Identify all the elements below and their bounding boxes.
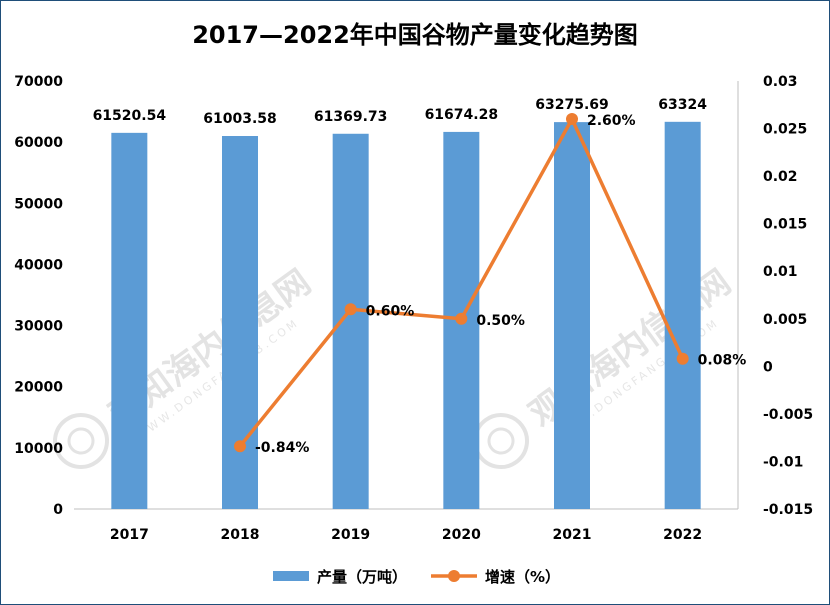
bar-data-label: 61003.58 (203, 111, 277, 127)
watermark-logo-icon-inner (487, 427, 515, 455)
bar-data-label: 61369.73 (314, 109, 388, 125)
line-data-label: 0.50% (476, 313, 525, 329)
y-right-tick-label: 0.015 (763, 217, 807, 233)
line-data-label: 0.08% (698, 353, 747, 369)
bar-data-label: 63324 (658, 97, 707, 113)
y-left-tick-label: 70000 (14, 74, 63, 90)
bar (554, 122, 590, 509)
line-point (234, 440, 246, 453)
x-tick-label: 2021 (553, 527, 592, 543)
line-data-label: -0.84% (255, 440, 309, 456)
watermark-logo-icon-inner (67, 427, 95, 455)
x-tick-label: 2019 (331, 527, 370, 543)
watermark-layer: 观知海内信息网 WWW.DONGFANGQB.COM 观知海内信息网 WWW.D… (53, 262, 738, 469)
bar (332, 133, 369, 509)
line-point (566, 113, 578, 126)
y-right-tick-label: 0.02 (763, 169, 798, 185)
y-right-tick-label: -0.01 (763, 454, 803, 470)
watermark-logo-icon (53, 413, 109, 469)
y-left-tick-label: 50000 (14, 196, 63, 212)
chart-title: 2017—2022年中国谷物产量变化趋势图 (192, 21, 638, 49)
x-tick-label: 2017 (110, 527, 149, 543)
y-right-tick-label: 0.01 (763, 264, 798, 280)
y-right-tick-label: 0.03 (763, 74, 798, 90)
y-left-tick-label: 40000 (14, 257, 63, 273)
y-right-tick-label: -0.015 (763, 502, 813, 518)
x-tick-label: 2022 (663, 527, 702, 543)
bar (111, 132, 148, 510)
bar-data-label: 61674.28 (425, 107, 499, 123)
line-data-label: 0.60% (366, 303, 415, 319)
y-right-tick-label: 0.005 (763, 312, 807, 328)
bar-data-label: 61520.54 (93, 108, 167, 124)
x-tick-label: 2020 (442, 527, 481, 543)
data-labels: 61520.54 61003.58 61369.73 61674.28 63275.69… (93, 97, 747, 456)
y-left-tick-label: 10000 (14, 441, 63, 457)
line-data-label: 2.60% (587, 113, 636, 129)
legend-line-marker (448, 570, 460, 582)
line-point (344, 303, 357, 316)
line-point (676, 352, 689, 365)
bar-data-label: 63275.69 (535, 97, 609, 113)
legend-bar-label: 产量（万吨） (317, 568, 407, 586)
y-left-tick-label: 20000 (14, 380, 63, 396)
bar (664, 121, 701, 509)
bar (222, 136, 258, 509)
y-left-tick-label: 60000 (14, 135, 63, 151)
line-series (234, 113, 689, 453)
y-right-tick-label: 0.025 (763, 122, 807, 138)
y-right-tick-label: 0 (763, 359, 773, 375)
y-right-tick-label: -0.005 (763, 407, 813, 423)
watermark-logo-icon (473, 413, 529, 469)
y-left-tick-label: 30000 (14, 319, 63, 335)
y-left-tick-label: 0 (53, 502, 63, 518)
line-point (455, 312, 468, 325)
legend-bar-swatch (273, 571, 309, 581)
axes: 0 10000 20000 30000 40000 50000 60000 70000 0.03… (14, 74, 813, 543)
x-tick-label: 2018 (221, 527, 260, 543)
legend: 产量（万吨） 增速（%） (273, 568, 560, 586)
legend-line-label: 增速（%） (485, 568, 560, 586)
watermark-right: 观知海内信息网 WWW.DONGFANGQB.COM (473, 262, 738, 469)
